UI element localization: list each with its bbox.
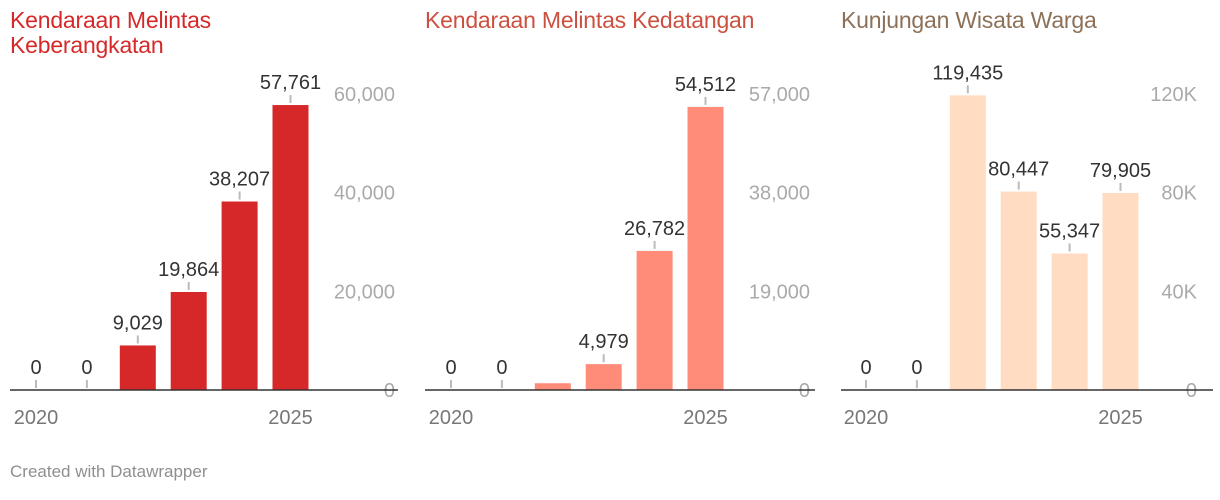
x-tick-label: 2025 (683, 407, 728, 429)
x-tick-label: 2020 (844, 407, 889, 429)
bar-value-label: 38,207 (209, 169, 270, 191)
x-tick-label: 2025 (268, 407, 313, 429)
bar-value-label: 0 (81, 357, 92, 379)
bar (949, 95, 986, 390)
bar (585, 364, 622, 390)
x-tick-label: 2025 (1098, 407, 1143, 429)
chart-panel-departures: Kendaraan Melintas Keberangkatan 0 20,000… (10, 0, 398, 440)
bar (221, 201, 258, 390)
bar-value-label: 4,979 (579, 331, 629, 353)
bar-value-label: 79,905 (1090, 160, 1151, 182)
y-tick-label: 40K (1161, 281, 1197, 303)
bar (1102, 192, 1139, 390)
chart-title: Kunjungan Wisata Warga (841, 7, 1097, 33)
y-tick-label: 20,000 (334, 281, 395, 303)
bar (1000, 191, 1037, 390)
y-tick-label: 80K (1161, 183, 1197, 205)
y-tick-label: 0 (1186, 380, 1197, 402)
chart-panel-tourism: Kunjungan Wisata Warga 0 40K 80K 120K 0 0 119,… (841, 0, 1213, 440)
bar-chart-tourism: 0 40K 80K 120K 0 0 119,435 80,447 55,347 79,905 20… (841, 60, 1213, 429)
y-tick-label: 38,000 (749, 183, 810, 205)
bar-value-label: 0 (496, 357, 507, 379)
y-tick-label: 0 (384, 380, 395, 402)
bar-value-label: 0 (911, 357, 922, 379)
bar-value-label: 55,347 (1039, 220, 1100, 242)
y-tick-label: 120K (1150, 84, 1197, 106)
y-tick-label: 19,000 (749, 281, 810, 303)
bar-value-label: 0 (30, 357, 41, 379)
x-tick-label: 2020 (429, 407, 474, 429)
bar (1051, 253, 1088, 390)
x-tick-label: 2020 (14, 407, 59, 429)
bar-chart-arrivals: 0 19,000 38,000 57,000 0 0 4,979 26,782 54,512 20… (425, 71, 815, 429)
bar-value-label: 0 (445, 357, 456, 379)
bar-chart-departures: 0 20,000 40,000 60,000 0 0 9,029 19,864 38,207 57… (10, 70, 398, 429)
y-tick-label: 40,000 (334, 183, 395, 205)
bar-value-label: 0 (860, 357, 871, 379)
chart-panel-arrivals: Kendaraan Melintas Kedatangan 0 19,000 38,… (425, 0, 815, 440)
y-tick-label: 60,000 (334, 84, 395, 106)
bar-value-label: 19,864 (158, 259, 219, 281)
chart-title: Kendaraan Melintas Keberangkatan (10, 7, 211, 58)
y-tick-label: 57,000 (749, 84, 810, 106)
bar-value-label: 119,435 (932, 62, 1003, 84)
y-tick-label: 0 (799, 380, 810, 402)
bar (636, 250, 673, 390)
bar (687, 106, 724, 391)
bar-value-label: 9,029 (113, 312, 163, 334)
bar (119, 345, 156, 390)
bar (272, 105, 309, 391)
chart-title: Kendaraan Melintas Kedatangan (425, 7, 755, 33)
footer-credit: Created with Datawrapper (10, 462, 208, 481)
bar-value-label: 80,447 (988, 159, 1049, 181)
bar-value-label: 57,761 (260, 72, 321, 94)
bar-value-label: 26,782 (624, 218, 685, 240)
bar (534, 383, 571, 390)
bar-value-label: 54,512 (675, 74, 736, 96)
bar (170, 292, 207, 390)
